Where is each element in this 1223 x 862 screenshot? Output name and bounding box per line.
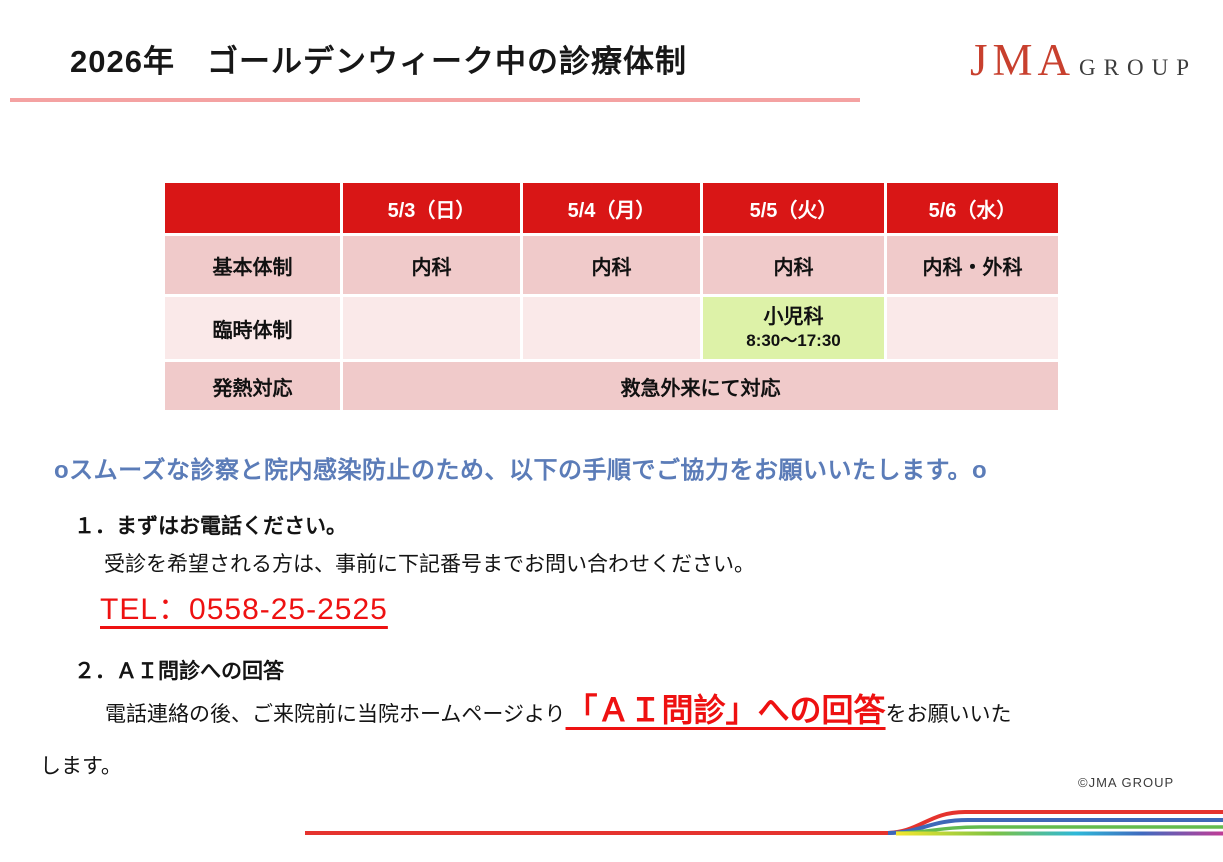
cell-basic-53: 内科 [340, 233, 523, 297]
cell-basic-55: 内科 [700, 233, 887, 297]
step1-body: 受診を希望される方は、事前に下記番号までお問い合わせください。 [104, 553, 755, 576]
cell-basic-54: 内科 [520, 233, 703, 297]
copyright-text: ©JMA GROUP [1078, 775, 1175, 790]
cell-temp-55-pediatrics: 小児科 8:30〜17:30 [700, 294, 887, 362]
title-underline [10, 98, 860, 102]
step2-text-suffix: をお願いいた [885, 703, 1012, 726]
table-row-temporary: 臨時体制 小児科 8:30〜17:30 [162, 294, 1061, 362]
step2-text-suffix-line2: します。 [40, 755, 122, 778]
step2-body: 電話連絡の後、ご来院前に当院ホームページより「ＡＩ問診」への回答をお願いいた し… [40, 684, 1200, 793]
step2-text-prefix: 電話連絡の後、ご来院前に当院ホームページより [105, 703, 566, 726]
table-row-basic: 基本体制 内科 内科 内科 内科・外科 [162, 233, 1061, 297]
header-date-54: 5/4（月） [520, 180, 703, 236]
red-line [305, 810, 1223, 835]
step2-heading: ２．ＡＩ問診への回答 [74, 660, 284, 683]
pediatrics-hours-label: 8:30〜17:30 [746, 331, 841, 350]
table-row-fever: 発熱対応 救急外来にて対応 [162, 359, 1061, 413]
table-header-row: 5/3（日） 5/4（月） 5/5（火） 5/6（水） [162, 180, 1061, 236]
page-title: 2026年 ゴールデンウィーク中の診療体制 [70, 44, 687, 79]
cell-temp-56 [884, 294, 1061, 362]
header-date-55: 5/5（火） [700, 180, 887, 236]
ai-interview-highlight: 「ＡＩ問診」への回答 [565, 692, 886, 728]
cooperation-notice: oスムーズな診察と院内感染防止のため、以下の手順でご協力をお願いいたします。o [54, 457, 988, 484]
footer-decoration-lines [305, 810, 1223, 836]
pediatrics-dept-label: 小児科 [763, 306, 824, 328]
cell-fever-merged: 救急外来にて対応 [340, 359, 1061, 413]
schedule-table-container: 5/3（日） 5/4（月） 5/5（火） 5/6（水） 基本体制 内科 内科 内… [162, 180, 1061, 413]
logo-jma-text: JMA [970, 35, 1076, 85]
cell-temp-53 [340, 294, 523, 362]
cell-basic-56: 内科・外科 [884, 233, 1061, 297]
header-corner-cell [162, 180, 343, 236]
cell-temp-54 [520, 294, 703, 362]
header-date-53: 5/3（日） [340, 180, 523, 236]
schedule-table: 5/3（日） 5/4（月） 5/5（火） 5/6（水） 基本体制 内科 内科 内… [162, 180, 1061, 413]
row-label-fever: 発熱対応 [162, 359, 343, 413]
jma-group-logo: JMA GROUP [970, 34, 1197, 86]
row-label-temporary: 臨時体制 [162, 294, 343, 362]
step1-heading: １．まずはお電話ください。 [74, 515, 347, 538]
header-date-56: 5/6（水） [884, 180, 1061, 236]
logo-group-text: GROUP [1079, 55, 1197, 80]
row-label-basic: 基本体制 [162, 233, 343, 297]
phone-number: TEL：0558-25-2525 [100, 593, 388, 626]
